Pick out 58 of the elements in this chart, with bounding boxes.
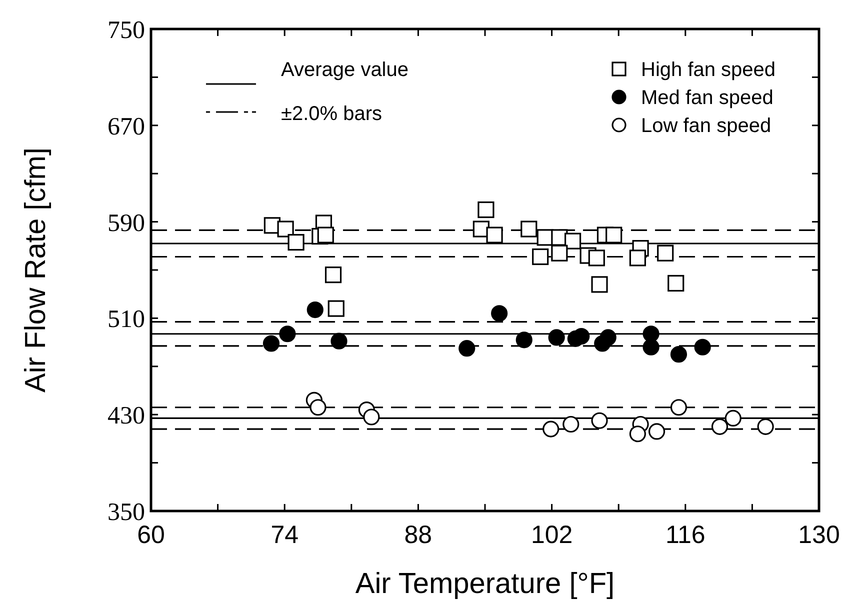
legend-label: High fan speed (641, 59, 776, 81)
point (520, 220, 538, 238)
y-tick-label: 750 (108, 17, 145, 44)
point (600, 329, 616, 346)
point (532, 248, 549, 266)
y-axis-title: Air Flow Rate [cfm] (20, 148, 52, 392)
legend-label: Low fan speed (641, 115, 772, 137)
point (670, 346, 688, 363)
point (288, 234, 304, 251)
point (670, 399, 688, 416)
y-tick-label: 590 (108, 210, 145, 237)
point (694, 338, 711, 356)
legend-label: Med fan speed (641, 87, 774, 109)
point (548, 329, 565, 346)
point (724, 410, 742, 427)
point (629, 250, 646, 266)
point (591, 276, 608, 293)
point (551, 244, 568, 262)
point (306, 301, 324, 318)
point (277, 220, 294, 238)
point (657, 244, 674, 262)
point (486, 226, 503, 244)
x-axis-title: Air Temperature [°F] (355, 568, 615, 600)
point (642, 326, 660, 342)
point (363, 408, 380, 426)
point (711, 418, 728, 435)
point (310, 399, 326, 416)
x-tick-label: 88 (404, 521, 432, 549)
point (458, 340, 476, 357)
point (591, 412, 608, 429)
point (262, 335, 280, 352)
point (648, 423, 666, 440)
x-tick-label: 130 (798, 521, 840, 549)
y-tick-label: 510 (108, 306, 145, 334)
point (564, 232, 582, 250)
point (324, 266, 342, 284)
x-tick-label: 102 (530, 521, 573, 549)
point (317, 226, 334, 244)
point (491, 305, 508, 322)
point (757, 418, 774, 435)
point (629, 426, 646, 442)
x-tick-label: 74 (270, 521, 299, 549)
point (330, 332, 348, 350)
point (606, 226, 622, 244)
point (642, 338, 660, 356)
point (668, 274, 684, 292)
point (542, 420, 560, 438)
annotation: Average value (281, 59, 408, 81)
y-tick-label: 670 (108, 113, 145, 140)
y-tick-label: 430 (108, 402, 145, 430)
annotation: ±2.0% bars (281, 103, 382, 125)
point (328, 300, 344, 317)
point (588, 250, 605, 266)
point (516, 332, 532, 348)
point (478, 201, 494, 218)
x-tick-label: 116 (665, 521, 706, 549)
point (279, 326, 296, 342)
point (562, 416, 580, 433)
